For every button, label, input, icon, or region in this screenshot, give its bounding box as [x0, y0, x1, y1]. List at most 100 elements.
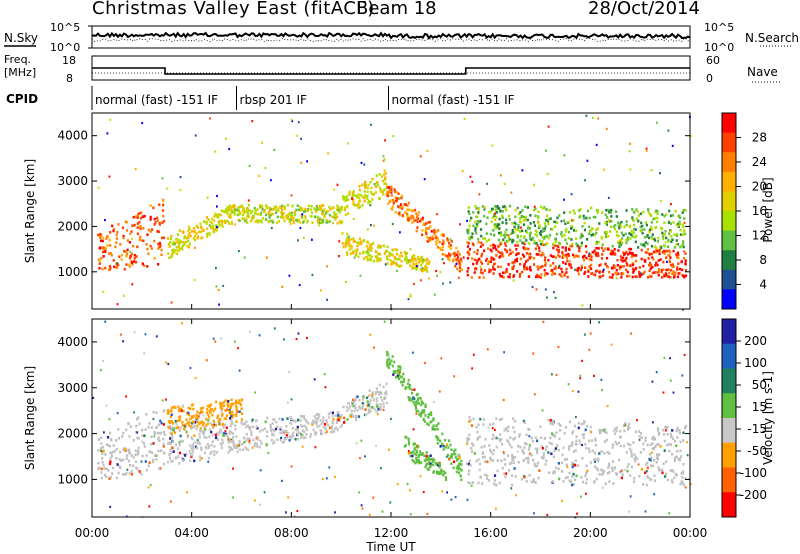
- range-cell: [551, 255, 554, 258]
- range-cell: [396, 483, 399, 486]
- range-cell: [504, 206, 507, 210]
- range-cell: [403, 203, 406, 206]
- range-cell: [355, 249, 358, 252]
- range-cell: [638, 474, 641, 478]
- range-cell: [659, 258, 662, 261]
- range-cell: [297, 418, 300, 422]
- range-cell: [359, 252, 362, 255]
- range-cell: [317, 415, 320, 418]
- range-cell: [222, 284, 225, 287]
- range-cell: [256, 208, 259, 211]
- range-cell: [206, 404, 209, 408]
- range-cell: [521, 169, 524, 172]
- range-cell: [590, 430, 593, 434]
- range-cell: [542, 452, 545, 455]
- range-cell: [229, 406, 232, 409]
- y-tick-label: 1000: [57, 472, 88, 486]
- nsearch-tick-top: 10^5: [704, 21, 734, 34]
- colorbar-tick-label: 50: [752, 378, 767, 392]
- range-cell: [355, 414, 358, 418]
- range-cell: [295, 338, 298, 341]
- range-cell: [273, 207, 276, 211]
- range-cell: [148, 461, 151, 464]
- range-cell: [264, 420, 267, 424]
- range-cell: [273, 205, 276, 209]
- range-cell: [236, 444, 239, 447]
- range-cell: [155, 411, 158, 415]
- range-cell: [154, 432, 157, 435]
- range-cell: [554, 220, 557, 224]
- range-cell: [251, 120, 254, 123]
- range-cell: [575, 415, 577, 419]
- range-cell: [414, 218, 417, 222]
- range-cell: [373, 182, 376, 186]
- range-cell: [159, 467, 162, 470]
- range-cell: [328, 220, 331, 223]
- range-cell: [456, 457, 460, 461]
- range-cell: [104, 219, 106, 222]
- range-cell: [507, 440, 510, 444]
- range-cell: [503, 271, 506, 275]
- range-cell: [466, 437, 469, 440]
- range-cell: [126, 454, 129, 457]
- range-cell: [341, 423, 344, 427]
- range-cell: [184, 423, 187, 426]
- range-cell: [470, 235, 473, 239]
- range-cell: [485, 259, 488, 262]
- range-cell: [228, 147, 231, 151]
- range-cell: [158, 203, 161, 206]
- range-cell: [598, 222, 601, 225]
- range-cell: [219, 442, 222, 446]
- range-cell: [679, 449, 682, 453]
- range-cell: [216, 414, 220, 418]
- range-cell: [277, 207, 280, 211]
- range-cell: [652, 217, 655, 221]
- range-cell: [528, 256, 531, 259]
- range-cell: [386, 361, 389, 364]
- range-cell: [167, 411, 170, 414]
- range-cell: [291, 427, 294, 430]
- range-cell: [157, 438, 160, 441]
- range-cell: [157, 247, 160, 250]
- range-cell: [426, 149, 429, 153]
- range-cell: [655, 457, 658, 460]
- range-cell: [572, 472, 575, 476]
- range-cell: [525, 239, 528, 242]
- range-cell: [193, 227, 196, 230]
- range-cell: [189, 427, 193, 430]
- range-cell: [384, 263, 387, 266]
- range-cell: [427, 413, 430, 416]
- range-cell: [408, 387, 411, 390]
- range-cell: [664, 230, 667, 233]
- range-cell: [445, 443, 448, 447]
- range-cell: [532, 478, 535, 481]
- range-cell: [116, 412, 119, 415]
- range-cell: [479, 265, 482, 268]
- range-cell: [321, 478, 324, 481]
- range-cell: [225, 414, 228, 417]
- range-cell: [600, 450, 603, 453]
- range-cell: [436, 274, 438, 277]
- range-cell: [123, 268, 126, 271]
- range-cell: [104, 250, 107, 253]
- range-cell: [536, 447, 539, 451]
- range-cell: [517, 252, 520, 255]
- range-cell: [540, 205, 543, 209]
- range-cell: [222, 426, 225, 429]
- range-cell: [111, 450, 115, 454]
- range-cell: [352, 404, 355, 408]
- range-cell: [354, 249, 357, 253]
- range-cell: [336, 183, 339, 186]
- range-cell: [530, 238, 533, 241]
- range-cell: [401, 383, 404, 387]
- range-cell: [461, 170, 464, 173]
- range-cell: [664, 425, 667, 429]
- range-cell: [177, 419, 180, 422]
- range-cell: [648, 457, 651, 460]
- range-cell: [650, 244, 654, 248]
- range-cell: [238, 219, 241, 222]
- range-cell: [380, 190, 383, 193]
- range-cell: [605, 127, 608, 130]
- range-cell: [542, 320, 545, 323]
- range-cell: [256, 426, 259, 430]
